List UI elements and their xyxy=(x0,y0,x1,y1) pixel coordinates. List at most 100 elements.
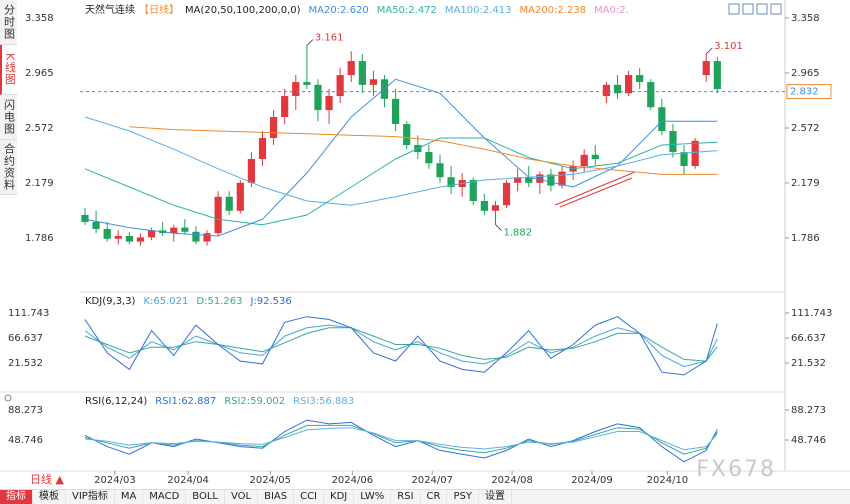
candle-body xyxy=(403,124,411,146)
series-line xyxy=(84,327,718,362)
candle-body xyxy=(392,98,400,125)
candle-body xyxy=(580,154,588,167)
candle-body xyxy=(680,152,688,167)
side-tab[interactable]: K线图 xyxy=(0,45,17,95)
tool-tab[interactable]: MA xyxy=(115,490,144,504)
annotation-leader xyxy=(306,39,314,46)
candle-body xyxy=(547,174,555,186)
side-tab[interactable]: 分时图 xyxy=(0,0,17,45)
annotation: 1.882 xyxy=(503,228,532,239)
tool-tab[interactable]: 设置 xyxy=(479,490,512,504)
tool-tab[interactable]: CCI xyxy=(294,490,325,504)
candle-body xyxy=(125,235,133,242)
tool-tab[interactable]: PSY xyxy=(447,490,479,504)
side-tab[interactable]: 合约资料 xyxy=(0,140,17,195)
candle-body xyxy=(136,237,145,242)
icon[interactable] xyxy=(742,3,754,15)
y-tick-label: 3.358 xyxy=(791,13,820,24)
candle-body xyxy=(658,107,666,132)
trend-line xyxy=(554,171,636,206)
candle-body xyxy=(469,180,477,202)
tool-tab[interactable]: 指标 xyxy=(0,490,33,504)
series-line xyxy=(129,126,718,175)
icon[interactable] xyxy=(756,3,768,15)
legend: RSI(6,12,24) RSI1:62.887 RSI2:59.002 RSI3:5… xyxy=(85,396,354,407)
candle-body xyxy=(236,182,244,211)
period-button: 日线 ▲ xyxy=(30,472,64,486)
chart: FX678 日线 ▲ 3.358 3.358 2.965 2.965 2.572 2.572… xyxy=(0,0,850,486)
annotation-leader xyxy=(705,47,713,55)
y-tick-label: 1.786 xyxy=(25,233,54,244)
y-tick-label: 2.179 xyxy=(25,178,54,189)
y-tick-label: 48.746 xyxy=(8,435,43,446)
x-tick-label: 2024/09 xyxy=(571,475,613,486)
toolbar: 指标 模板 VIP指标 MA MACD BOLL VOL BIAS CCI KDJ LW% RSI CR… xyxy=(0,489,850,504)
legend-title: 天然气连续 xyxy=(85,3,135,16)
y-tick-label: 2.965 xyxy=(791,68,820,79)
series-line xyxy=(84,324,718,368)
candle-body xyxy=(713,61,721,90)
legend-entry: D:51.263 xyxy=(196,296,242,307)
candle-body xyxy=(636,75,644,83)
y-tick-label: 2.572 xyxy=(791,123,820,134)
tool-tab[interactable]: KDJ xyxy=(324,490,355,504)
candle-body xyxy=(369,79,378,85)
legend-indicator: MA(20,50,100,200,0,0) xyxy=(185,5,301,16)
candle-body xyxy=(702,61,710,76)
candle-body xyxy=(591,154,599,160)
candle-body xyxy=(647,82,655,108)
candle-body xyxy=(613,84,622,94)
candle-body xyxy=(669,131,677,153)
candle-body xyxy=(491,205,500,211)
candle-body xyxy=(436,163,444,178)
candle-body xyxy=(92,221,100,229)
x-tick-label: 2024/05 xyxy=(249,475,291,486)
y-tick-label: 2.572 xyxy=(25,123,54,134)
y-tick-label: 21.532 xyxy=(791,358,826,369)
settings-icon[interactable] xyxy=(4,394,12,402)
candle-body xyxy=(602,84,610,97)
legend: KDJ(9,3,3) K:65.021 D:51.263 J:92.536 xyxy=(85,296,292,307)
legend-period: 【日线】 xyxy=(139,3,179,16)
tool-tab[interactable]: BOLL xyxy=(186,490,225,504)
y-tick-label: 48.746 xyxy=(791,435,826,446)
tool-tab[interactable]: VIP指标 xyxy=(66,490,115,504)
candle-body xyxy=(103,228,111,239)
candle-body xyxy=(525,177,533,183)
side-tab[interactable]: 闪电图 xyxy=(0,95,17,140)
tool-tab[interactable]: RSI xyxy=(391,490,421,504)
candle-body xyxy=(292,82,300,97)
toolbar-icons[interactable] xyxy=(728,3,782,15)
series-line xyxy=(84,427,718,451)
candle-body xyxy=(480,201,488,211)
tool-tab[interactable]: CR xyxy=(421,490,448,504)
watermark: FX678 xyxy=(696,457,776,482)
candle-body xyxy=(502,182,511,206)
candle-body xyxy=(624,75,633,94)
annotation: 3.101 xyxy=(714,41,743,52)
x-tick-label: 2024/06 xyxy=(332,475,374,486)
icon[interactable] xyxy=(728,3,740,15)
legend-entry: MA20:2.620 xyxy=(309,5,369,16)
legend-entry: K:65.021 xyxy=(143,296,188,307)
candle-body xyxy=(558,171,566,186)
y-tick-label: 88.273 xyxy=(8,405,43,416)
tool-tab[interactable]: BIAS xyxy=(258,490,295,504)
x-tick-label: 2024/07 xyxy=(411,475,453,486)
tool-tab[interactable]: LW% xyxy=(354,490,392,504)
tool-tab[interactable]: 模板 xyxy=(33,490,66,504)
x-tick-label: 2024/03 xyxy=(94,475,136,486)
icon[interactable] xyxy=(770,3,782,15)
tool-tab[interactable]: MACD xyxy=(143,490,187,504)
series-line xyxy=(84,424,718,455)
candle-body xyxy=(114,235,122,239)
candle-body xyxy=(303,82,311,85)
candle-body xyxy=(425,152,433,164)
series-line xyxy=(84,419,718,463)
y-tick-label: 111.743 xyxy=(791,308,832,319)
candle-body xyxy=(325,96,333,111)
last-price-box xyxy=(786,84,832,100)
y-tick-label: 1.786 xyxy=(791,233,820,244)
tool-tab[interactable]: VOL xyxy=(225,490,259,504)
